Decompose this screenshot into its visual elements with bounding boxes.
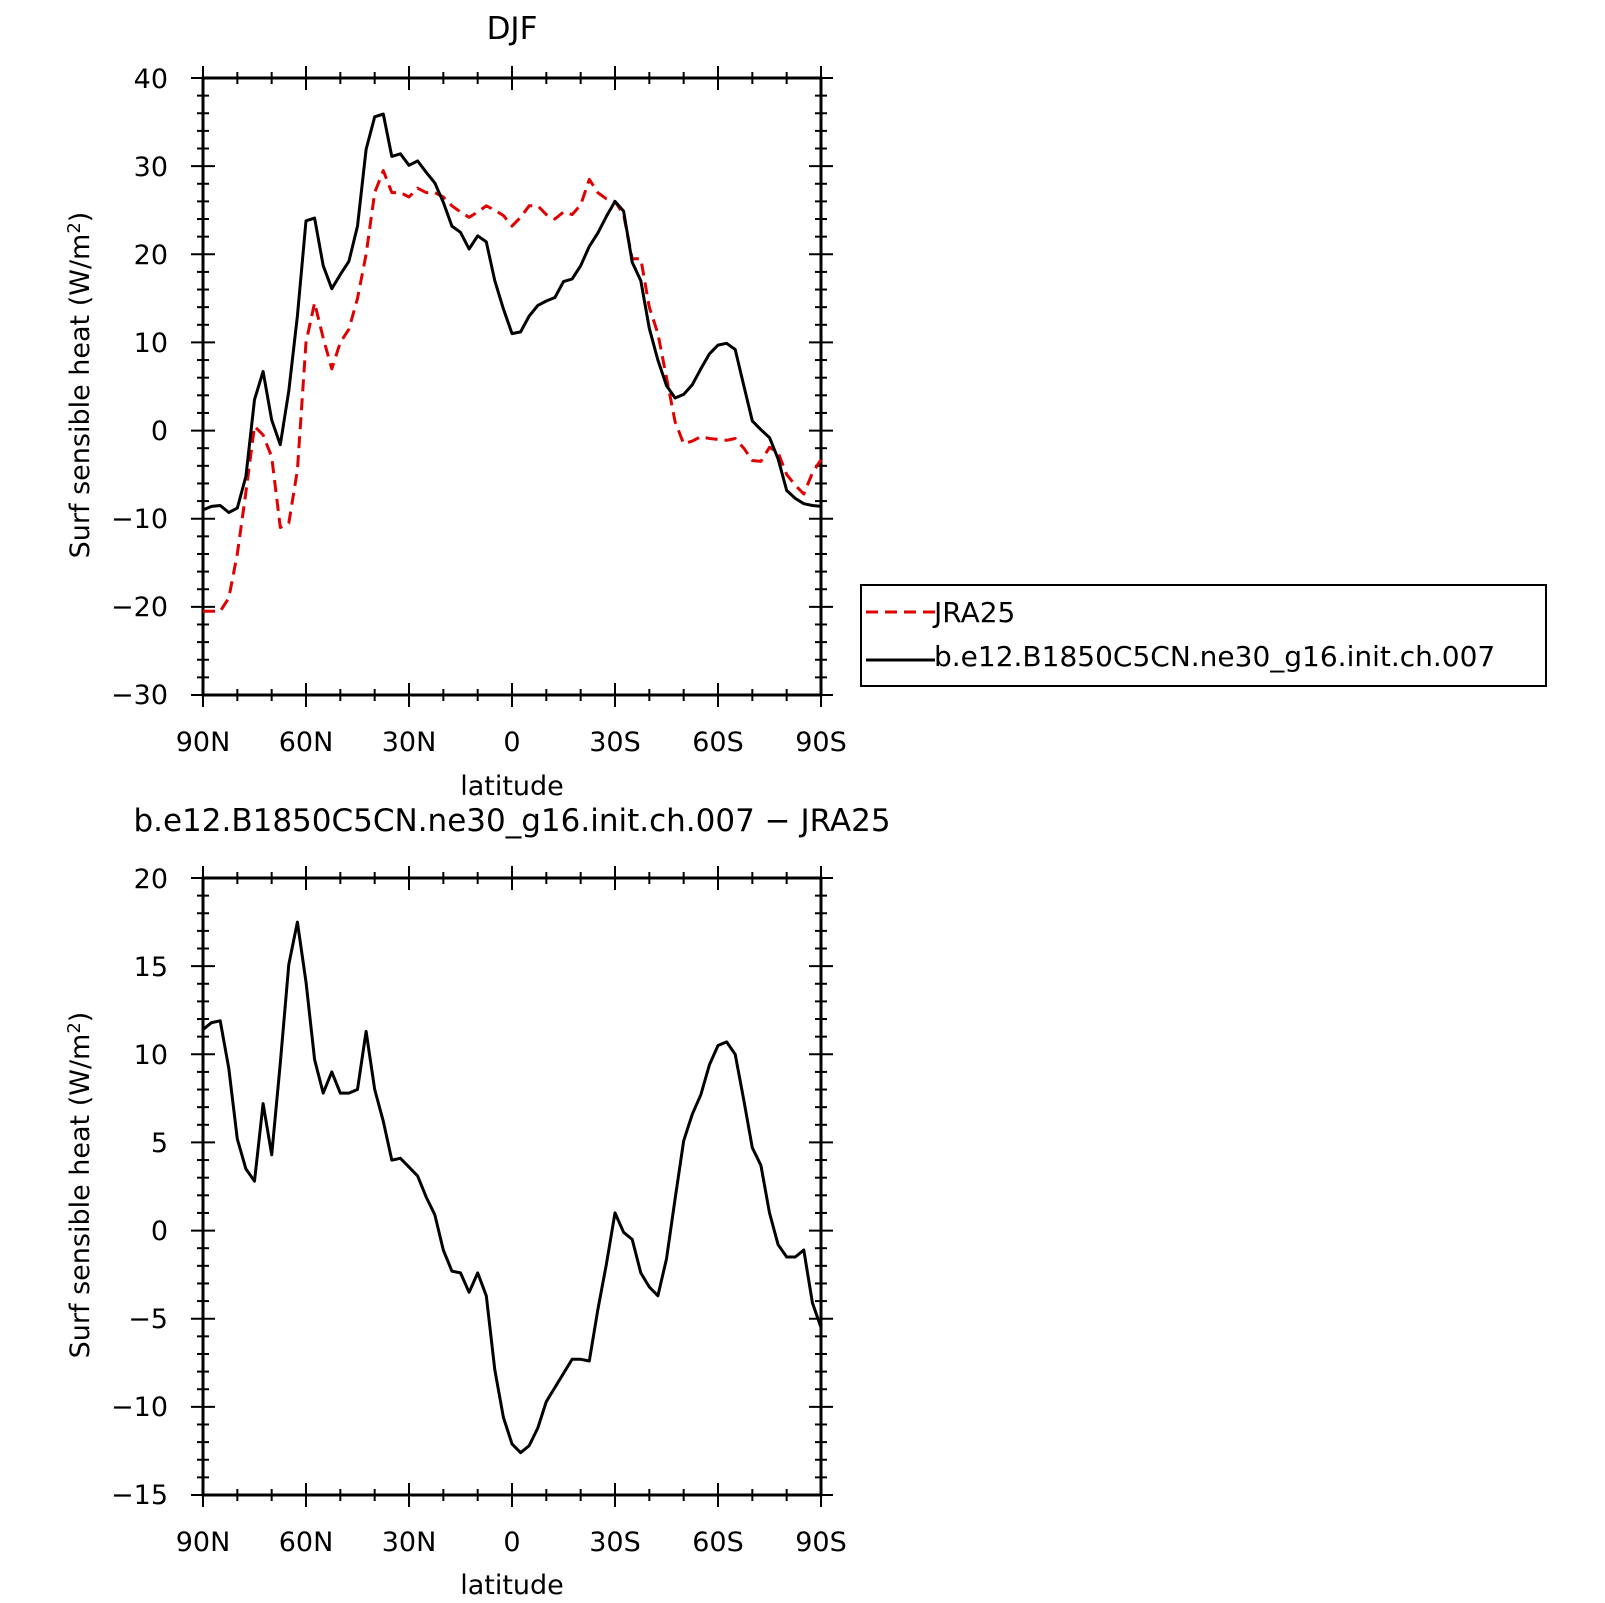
y-tick-labels-bottom: −15 −10 −5 0 5 10 15 20 (111, 864, 168, 1511)
x-tick-label: 90S (795, 727, 847, 758)
legend-label-jra25: JRA25 (932, 596, 1015, 629)
series-line-difference (202, 920, 823, 1455)
legend-box (860, 584, 1547, 687)
axis-ticks-top (191, 66, 833, 707)
y-tick-label: 30 (134, 152, 168, 183)
axis-ticks-bottom (191, 866, 833, 1507)
series-lines-bottom (202, 920, 823, 1455)
x-tick-label: 90N (176, 727, 231, 758)
y-tick-label: −30 (111, 680, 168, 711)
y-axis-label-bottom: Surf sensible heat (W/m2) (64, 1012, 96, 1359)
y-tick-label: 10 (134, 328, 168, 359)
x-tick-label: 30N (382, 727, 437, 758)
legend: JRA25 b.e12.B1850C5CN.ne30_g16.init.ch.0… (860, 584, 1547, 687)
y-tick-label: −15 (111, 1480, 168, 1511)
y-tick-label: 5 (151, 1128, 168, 1159)
y-axis-label-top: Surf sensible heat (W/m2) (64, 212, 96, 559)
series-line-jra25 (203, 169, 823, 613)
x-tick-label: 60S (692, 727, 744, 758)
y-tick-label: 40 (134, 64, 168, 95)
y-tick-label: 20 (134, 864, 168, 895)
plot-frame-bottom (201, 876, 823, 1497)
x-tick-label: 30S (589, 1527, 641, 1558)
x-tick-label: 60N (279, 727, 334, 758)
y-tick-label: −10 (111, 504, 168, 535)
x-axis-label-bottom: latitude (460, 1570, 564, 1601)
x-tick-labels-bottom: 90N 60N 30N 0 30S 60S 90S (176, 1527, 847, 1558)
y-tick-label: 10 (134, 1040, 168, 1071)
x-tick-label: 0 (503, 727, 520, 758)
y-tick-labels-top: −30 −20 −10 0 10 20 30 40 (111, 64, 168, 711)
chart-title-difference: b.e12.B1850C5CN.ne30_g16.init.ch.007 − J… (133, 803, 890, 839)
legend-label-model: b.e12.B1850C5CN.ne30_g16.init.ch.007 (934, 640, 1495, 673)
y-tick-label: 15 (134, 952, 168, 983)
panel-djf: DJF −30 −20 −10 0 10 20 30 40 90N 60N 30… (64, 11, 1547, 802)
series-lines-top (202, 112, 823, 613)
x-tick-label: 0 (503, 1527, 520, 1558)
chart-title-djf: DJF (487, 11, 538, 47)
y-tick-label: −10 (111, 1392, 168, 1423)
plot-frame-top (201, 76, 823, 697)
y-tick-label: 0 (151, 1216, 168, 1247)
x-tick-label: 60N (279, 1527, 334, 1558)
x-tick-label: 90S (795, 1527, 847, 1558)
x-axis-label-top: latitude (460, 771, 564, 802)
y-tick-label: 0 (151, 416, 168, 447)
x-tick-label: 30S (589, 727, 641, 758)
x-tick-labels-top: 90N 60N 30N 0 30S 60S 90S (176, 727, 847, 758)
series-line-model (202, 112, 822, 514)
y-tick-label: −20 (111, 592, 168, 623)
panel-difference: b.e12.B1850C5CN.ne30_g16.init.ch.007 − J… (64, 803, 891, 1601)
x-tick-label: 60S (692, 1527, 744, 1558)
y-tick-label: −5 (128, 1304, 168, 1335)
y-tick-label: 20 (134, 240, 168, 271)
x-tick-label: 90N (176, 1527, 231, 1558)
x-tick-label: 30N (382, 1527, 437, 1558)
